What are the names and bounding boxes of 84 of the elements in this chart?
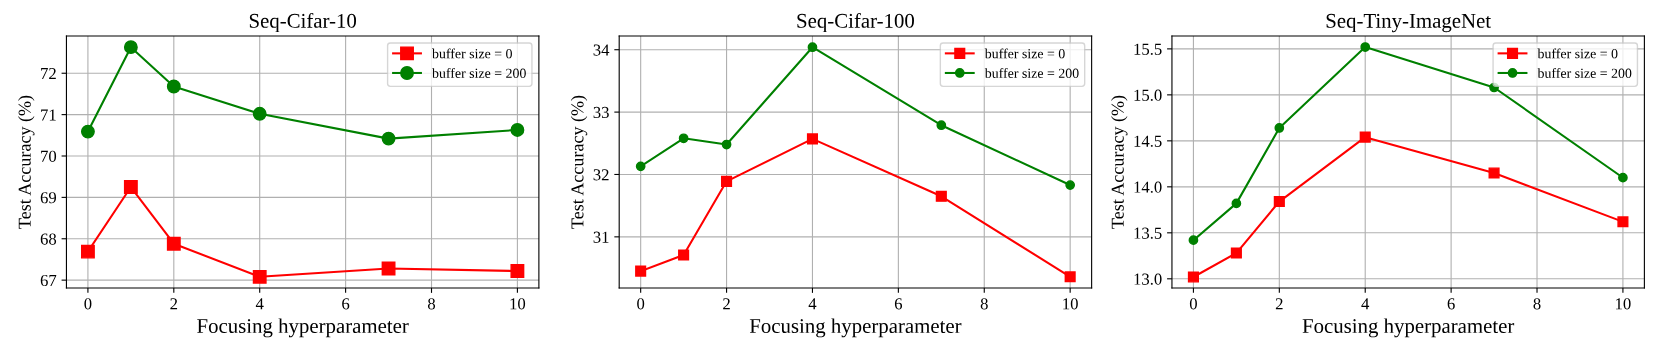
- y-tick-label: 13.0: [1134, 273, 1162, 285]
- chart-title: Seq-Cifar-100: [797, 13, 914, 33]
- legend-label: buffer size = 200: [1537, 68, 1632, 78]
- y-tick-label: 71: [41, 109, 56, 121]
- point: [936, 120, 947, 131]
- x-tick-label: 6: [1447, 298, 1455, 310]
- y-tick-label: 68: [40, 233, 57, 245]
- chart-title: Seq-Cifar-10: [249, 13, 357, 33]
- legend-label: buffer size = 200: [432, 68, 526, 78]
- y-tick-label: 67: [40, 274, 57, 287]
- point: [1617, 216, 1629, 228]
- x-tick-label: 10: [1616, 298, 1631, 310]
- point: [252, 269, 267, 284]
- x-tick-label: 10: [510, 298, 526, 310]
- point: [1359, 131, 1371, 143]
- point: [1187, 271, 1199, 283]
- point: [1618, 172, 1628, 183]
- x-tick-label: 8: [1533, 298, 1541, 310]
- point: [1230, 247, 1242, 259]
- legend-label: buffer size = 200: [984, 68, 1079, 78]
- point: [166, 79, 181, 94]
- point: [80, 124, 95, 139]
- y-tick-label: 32: [593, 169, 609, 181]
- y-tick-label: 31: [593, 231, 609, 243]
- x-tick-label: 4: [808, 298, 817, 310]
- x-tick-label: 0: [1189, 298, 1197, 310]
- x-tick-label: 0: [637, 298, 645, 310]
- y-tick-label: 15.5: [1134, 43, 1162, 55]
- point: [935, 190, 947, 202]
- x-axis-title: Focusing hyperparameter: [197, 318, 409, 338]
- point: [381, 131, 396, 146]
- point: [678, 249, 690, 261]
- point: [1274, 123, 1285, 133]
- x-tick-label: 0: [84, 298, 92, 310]
- legend-label: buffer size = 0: [984, 48, 1065, 59]
- point: [1188, 235, 1199, 246]
- point: [806, 133, 819, 145]
- point: [252, 106, 267, 121]
- y-tick-label: 14.0: [1134, 181, 1162, 193]
- x-tick-label: 6: [894, 298, 903, 310]
- legend-label: buffer size = 0: [1537, 48, 1618, 59]
- point: [1064, 271, 1076, 283]
- x-tick-label: 8: [427, 298, 436, 310]
- y-tick-label: 72: [41, 67, 56, 80]
- y-tick-label: 70: [41, 150, 57, 162]
- y-axis-title: Test Accuracy (%): [570, 95, 588, 229]
- x-tick-label: 2: [170, 298, 178, 310]
- y-tick-label: 33: [593, 106, 609, 119]
- x-tick-label: 4: [1361, 298, 1370, 310]
- point: [123, 40, 138, 55]
- x-tick-label: 2: [1275, 298, 1283, 310]
- point: [1273, 195, 1285, 208]
- x-axis-title: Focusing hyperparameter: [1302, 318, 1515, 338]
- point: [80, 244, 95, 259]
- legend-label: buffer size = 0: [432, 48, 512, 59]
- point: [1065, 180, 1076, 190]
- point: [166, 236, 181, 251]
- x-tick-label: 10: [1063, 298, 1078, 310]
- point: [1231, 198, 1242, 209]
- point: [635, 161, 646, 172]
- point: [123, 180, 138, 194]
- point: [510, 264, 525, 278]
- x-tick-label: 6: [342, 298, 350, 310]
- y-tick-label: 15.0: [1134, 89, 1162, 101]
- point: [721, 175, 733, 187]
- point: [1360, 42, 1371, 52]
- y-axis-title: Test Accuracy (%): [18, 95, 35, 229]
- y-tick-label: 69: [40, 192, 57, 204]
- point: [635, 265, 647, 277]
- point: [1488, 167, 1500, 179]
- point: [510, 122, 525, 137]
- x-tick-label: 2: [723, 298, 730, 310]
- y-tick-label: 13.5: [1134, 227, 1162, 239]
- point: [678, 133, 689, 144]
- point: [721, 139, 732, 150]
- x-tick-label: 8: [980, 298, 988, 310]
- point: [381, 261, 396, 276]
- y-tick-label: 34: [593, 44, 610, 56]
- chart-title: Seq-Tiny-ImageNet: [1326, 13, 1491, 33]
- x-axis-title: Focusing hyperparameter: [749, 318, 962, 338]
- y-tick-label: 14.5: [1134, 135, 1162, 147]
- y-axis-title: Test Accuracy (%): [1111, 95, 1128, 229]
- point: [807, 42, 818, 53]
- x-tick-label: 4: [255, 298, 264, 310]
